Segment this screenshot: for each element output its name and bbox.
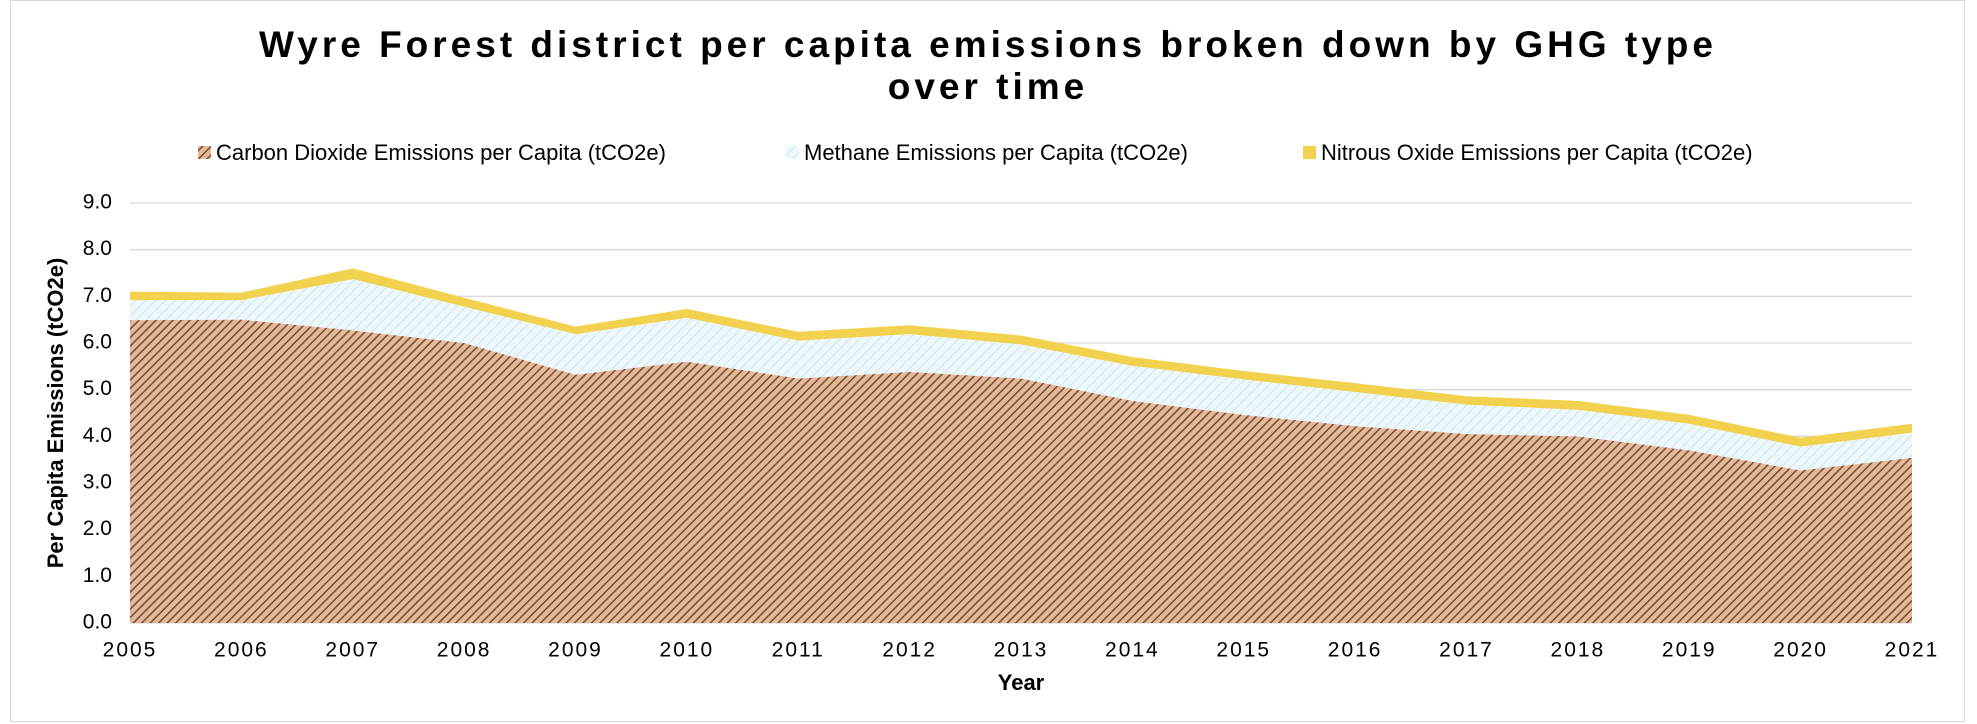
chart-title: Wyre Forest district per capita emission… xyxy=(258,24,1717,107)
y-tick-label: 0.0 xyxy=(83,611,112,634)
x-tick-label: 2017 xyxy=(1439,639,1494,662)
legend-swatch xyxy=(786,146,799,159)
y-tick-label: 6.0 xyxy=(83,331,112,354)
x-tick-label: 2006 xyxy=(214,639,269,662)
x-tick-label: 2018 xyxy=(1551,639,1606,662)
legend-swatch xyxy=(198,146,211,159)
y-axis-title: Per Capita Emissions (tCO2e) xyxy=(43,258,68,569)
y-tick-label: 9.0 xyxy=(83,191,112,214)
y-tick-label: 4.0 xyxy=(83,424,112,447)
area xyxy=(130,279,1912,471)
frame xyxy=(10,0,1965,722)
y-tick-label: 5.0 xyxy=(83,377,112,400)
x-tick-label: 2019 xyxy=(1662,639,1717,662)
legend-label: Carbon Dioxide Emissions per Capita (tCO… xyxy=(216,140,666,165)
area xyxy=(130,319,1912,623)
x-tick-label: 2015 xyxy=(1216,639,1271,662)
y-tick-label: 8.0 xyxy=(83,237,112,260)
x-tick-label: 2016 xyxy=(1328,639,1383,662)
legend-label: Methane Emissions per Capita (tCO2e) xyxy=(804,140,1188,165)
x-tick-label: 2007 xyxy=(325,639,380,662)
legend-label: Nitrous Oxide Emissions per Capita (tCO2… xyxy=(1321,140,1753,165)
area xyxy=(130,268,1912,447)
y-tick-label: 2.0 xyxy=(83,517,112,540)
x-tick-label: 2012 xyxy=(882,639,937,662)
x-tick-label: 2009 xyxy=(548,639,603,662)
x-tick-label: 2020 xyxy=(1773,639,1828,662)
x-tick-label: 2005 xyxy=(103,639,158,662)
y-tick-label: 7.0 xyxy=(83,284,112,307)
x-axis-title: Year xyxy=(998,670,1045,695)
x-tick-label: 2008 xyxy=(437,639,492,662)
legend-swatch xyxy=(1303,146,1316,159)
x-tick-label: 2013 xyxy=(994,639,1049,662)
x-tick-label: 2011 xyxy=(772,639,825,662)
x-tick-label: 2021 xyxy=(1885,639,1940,662)
y-tick-label: 1.0 xyxy=(83,564,112,587)
x-tick-label: 2010 xyxy=(660,639,715,662)
x-tick-label: 2014 xyxy=(1105,639,1160,662)
y-tick-label: 3.0 xyxy=(83,471,112,494)
